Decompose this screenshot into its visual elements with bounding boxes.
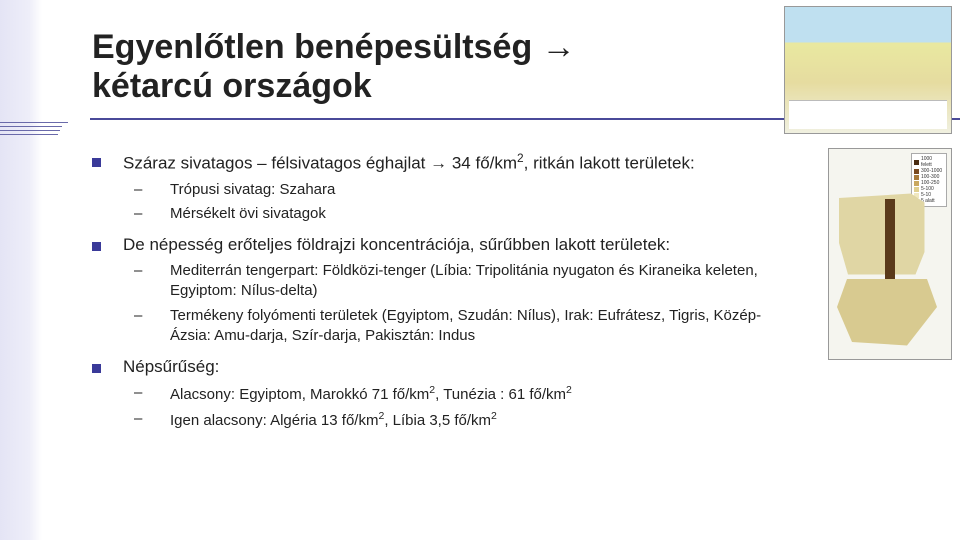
decor-rule [0,130,60,131]
bullet-marker-icon [92,242,101,251]
sub-bullet-item: – Trópusi sivatag: Szahara [134,180,912,200]
bullet-marker-icon [92,158,101,167]
decor-rule [0,134,58,135]
map-north-africa [784,6,952,134]
slide-title: Egyenlőtlen benépesültség → kétarcú orsz… [92,28,576,106]
title-line-1: Egyenlőtlen benépesültség → [92,28,576,66]
bullet-item: Száraz sivatagos – félsivatagos éghajlat… [92,150,912,176]
sub-bullet-text: Mérsékelt övi sivatagok [170,204,912,224]
sub-bullet-item: – Termékeny folyómenti területek (Egyipt… [134,306,912,347]
sub-bullet-marker: – [134,409,144,431]
sub-bullet-item: – Alacsony: Egyiptom, Marokkó 71 fő/km2,… [134,383,912,405]
bullet-item: Népsűrűség: [92,356,912,379]
sub-bullet-marker: – [134,261,144,302]
sub-bullet-marker: – [134,204,144,224]
bullet-marker-icon [92,364,101,373]
bullet-text: Népsűrűség: [123,356,912,379]
sub-bullet-item: – Igen alacsony: Algéria 13 fő/km2, Líbi… [134,409,912,431]
sub-bullet-item: – Mérsékelt övi sivatagok [134,204,912,224]
bullet-text: De népesség erőteljes földrajzi koncentr… [123,234,912,257]
title-line-2: kétarcú országok [92,67,372,105]
sub-bullet-text: Igen alacsony: Algéria 13 fő/km2, Líbia … [170,409,912,431]
superscript: 2 [517,151,524,165]
map1-legend [791,121,945,127]
sub-bullet-item: – Mediterrán tengerpart: Földközi-tenger… [134,261,912,302]
bullet-text: Száraz sivatagos – félsivatagos éghajlat… [123,150,912,176]
slide-body: Száraz sivatagos – félsivatagos éghajlat… [92,140,912,431]
bullet-text-part: Száraz sivatagos – félsivatagos éghajlat… [123,154,517,173]
sub-bullet-marker: – [134,180,144,200]
sub-bullet-text: Termékeny folyómenti területek (Egyiptom… [170,306,912,347]
sub-bullet-text: Alacsony: Egyiptom, Marokkó 71 fő/km2, T… [170,383,912,405]
sub-bullet-marker: – [134,306,144,347]
bullet-text-part: , ritkán lakott területek: [524,154,695,173]
decor-rule [0,122,68,123]
bullet-item: De népesség erőteljes földrajzi koncentr… [92,234,912,257]
sub-bullet-text: Trópusi sivatag: Szahara [170,180,912,200]
sub-bullet-text: Mediterrán tengerpart: Földközi-tenger (… [170,261,912,302]
left-gradient-stripe [0,0,42,540]
decor-rule [0,126,62,127]
sub-bullet-marker: – [134,383,144,405]
